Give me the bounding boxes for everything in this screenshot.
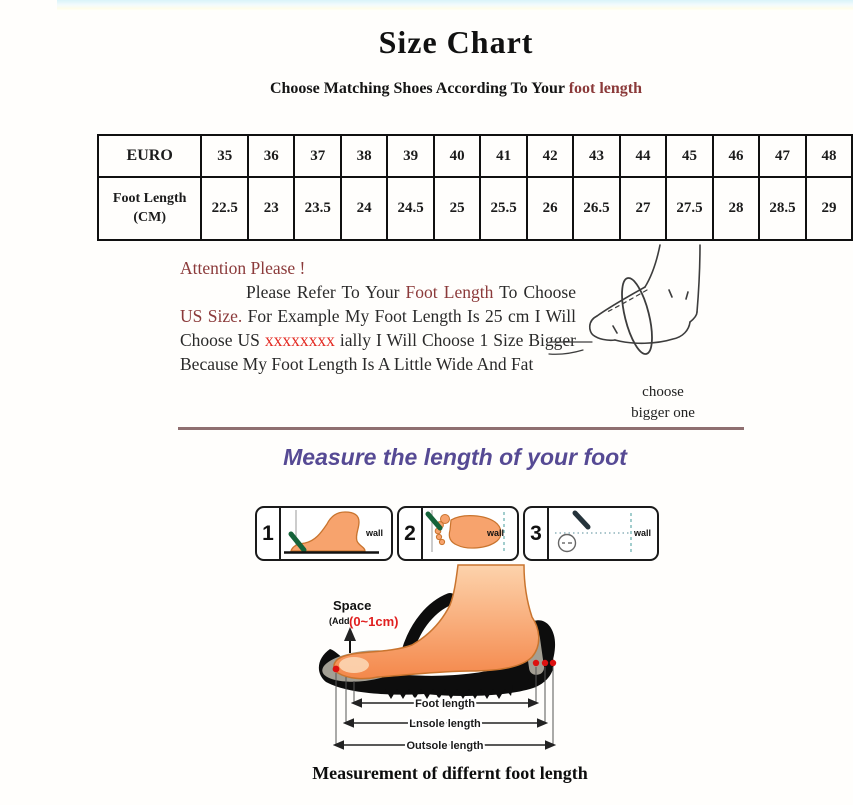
euro-size-cell: 41 — [479, 134, 529, 178]
attention-text: Please Refer To Your — [246, 282, 406, 302]
euro-size-cell: 39 — [386, 134, 436, 178]
attention-text: ially I Will Choose 1 Size Bigger Becaus… — [180, 330, 577, 374]
step2-footprint-icon: wall — [425, 510, 505, 552]
step-number: 3 — [525, 508, 549, 559]
decorative-top-strip — [57, 0, 853, 11]
foot-length-cell: 28 — [711, 176, 761, 241]
euro-size-cell: 47 — [758, 134, 807, 178]
euro-size-cell: 35 — [200, 134, 250, 178]
euro-size-cell: 43 — [572, 134, 621, 178]
choose-note-line2: bigger one — [631, 405, 695, 421]
table-row-euro: EURO 35 36 37 38 39 40 41 42 43 44 45 46… — [96, 134, 853, 178]
table-row-footlength: Foot Length (CM) 22.5 23 23.5 24 24.5 25… — [96, 176, 853, 241]
page-title: Size Chart — [378, 24, 534, 60]
toe-highlight — [339, 657, 369, 673]
measure-heading: Measure the length of your foot — [283, 444, 627, 470]
step-number: 1 — [257, 508, 281, 559]
euro-size-cell: 38 — [340, 134, 389, 178]
attention-foot-length: Foot Length — [405, 282, 494, 302]
euro-size-cell: 48 — [804, 134, 853, 178]
bottom-caption: Measurement of differnt foot length — [312, 763, 588, 783]
choose-bigger-note: choose bigger one — [597, 382, 729, 424]
attention-us-size: US Size. — [180, 306, 243, 326]
foot-length-label: Foot length — [415, 698, 475, 710]
space-annotation: Space (Add (0~1cm) — [329, 598, 399, 653]
euro-size-cell: 37 — [293, 134, 343, 178]
step-panel-1: 1 wall — [255, 506, 393, 561]
foot-shape — [333, 564, 540, 680]
foot-length-cell: 22.5 — [200, 176, 250, 241]
attention-block: Attention Please ! Please Refer To Your … — [180, 256, 576, 376]
foot-length-cell: 29 — [804, 176, 853, 241]
subtitle-text: Choose Matching Shoes According To Your — [269, 80, 569, 97]
foot-length-cell: 23.5 — [293, 176, 343, 241]
wall-label: wall — [486, 528, 504, 538]
reference-dots — [332, 659, 557, 673]
outsole-length-label: Outsole length — [407, 740, 484, 752]
step3-measure-icon: wall — [555, 510, 651, 553]
foot-length-cell: 24.5 — [386, 176, 436, 241]
foot-length-cell: 28.5 — [758, 176, 807, 241]
step1-side-foot-icon: wall — [284, 510, 383, 554]
attention-text: For Example My Foot Length Is 25 cm I Wi… — [180, 306, 577, 350]
foot-length-cell: 25 — [433, 176, 482, 241]
euro-size-cell: 44 — [618, 134, 668, 178]
foot-length-cell: 27 — [618, 176, 668, 241]
foot-length-cell: 26 — [526, 176, 575, 241]
step-number: 2 — [399, 508, 423, 559]
attention-text: To Choose — [493, 282, 576, 302]
size-table: EURO 35 36 37 38 39 40 41 42 43 44 45 46… — [96, 134, 853, 241]
insole-length-label: Lnsole length — [409, 718, 481, 730]
euro-header: EURO — [96, 134, 203, 178]
wall-label: wall — [365, 528, 383, 538]
attention-redacted-x: xxxxxxxx — [264, 330, 335, 350]
page-subtitle: Choose Matching Shoes According To Your … — [56, 80, 853, 98]
foot-sketch-illustration — [548, 244, 701, 355]
space-range-label: (0~1cm) — [349, 614, 399, 629]
foot-length-cell: 27.5 — [665, 176, 714, 241]
step-panel-3: 3 wall — [523, 506, 659, 561]
step-panel-2: 2 wall — [397, 506, 519, 561]
wall-label: wall — [633, 528, 651, 538]
space-label: Space — [333, 598, 371, 613]
foot-length-cell: 26.5 — [572, 176, 621, 241]
subtitle-highlight: foot length — [568, 80, 643, 97]
euro-size-cell: 46 — [711, 134, 761, 178]
section-divider — [178, 427, 744, 430]
measurement-drop-lines — [335, 667, 554, 745]
euro-size-cell: 42 — [526, 134, 575, 178]
attention-heading: Attention Please ! — [180, 258, 306, 278]
attention-paragraph: Please Refer To Your Foot Length To Choo… — [180, 280, 576, 376]
measurement-arrows: Foot length Lnsole length Outsole length — [332, 696, 557, 754]
measurement-steps: 1 wall 2 wall — [255, 506, 659, 561]
foot-measurement-diagram: Space (Add (0~1cm) Foot length Lnsole — [318, 564, 557, 754]
euro-size-cell: 45 — [665, 134, 714, 178]
euro-size-cell: 40 — [433, 134, 482, 178]
footlength-header: Foot Length (CM) — [96, 176, 203, 241]
choose-note-line1: choose — [642, 384, 684, 400]
space-sub-label: (Add — [329, 616, 350, 626]
foot-length-cell: 24 — [340, 176, 389, 241]
foot-length-cell: 25.5 — [479, 176, 529, 241]
euro-size-cell: 36 — [247, 134, 296, 178]
foot-length-cell: 23 — [247, 176, 296, 241]
